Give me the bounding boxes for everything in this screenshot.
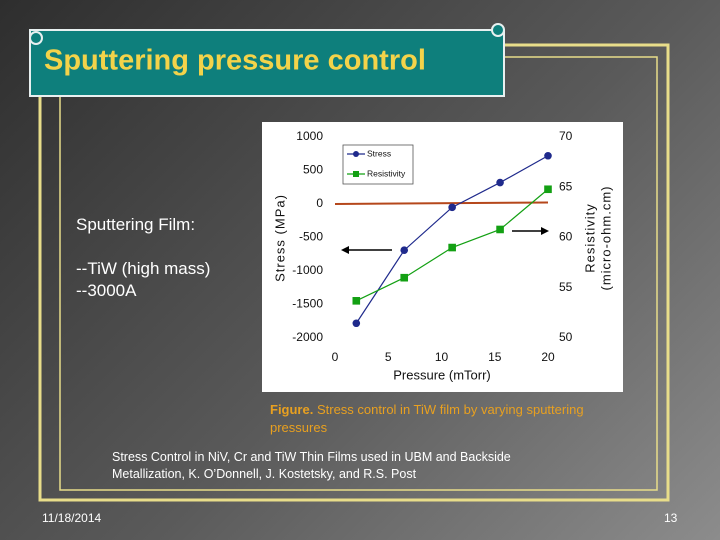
marker [400,246,409,255]
body-line: Sputtering Film: [76,215,196,234]
marker [448,203,456,212]
scroll-curl [491,23,505,37]
y-tick-label: 1000 [296,129,323,143]
y2-axis-title: (micro-ohm.cm) [598,186,613,291]
marker [496,225,504,234]
reference: Stress Control in NiV, Cr and TiW Thin F… [112,450,511,481]
arrowhead [341,246,349,254]
slide-title: Sputtering pressure control [44,45,426,77]
x-tick-label: 10 [435,350,449,364]
legend-marker [353,171,359,177]
y-tick-label: -1500 [292,297,323,311]
marker [352,319,361,328]
marker [352,297,361,305]
caption-label: Figure. [270,402,314,417]
y2-tick-label: 70 [559,129,573,143]
marker [544,185,552,194]
body-line: --TiW (high mass) [76,259,211,278]
chart: -2000 -1500 -1000 -500 0 500 1000 50 55 60 65 70 0 5 1… [272,129,613,382]
y-axis-title: Stress (MPa) [272,194,287,282]
y-tick-label: -500 [299,230,323,244]
x-tick-label: 15 [488,350,502,364]
chart-background [262,122,623,392]
figure-caption: Figure. Stress control in TiW film by va… [270,401,600,437]
y-tick-label: 500 [303,163,323,177]
y-tick-label: -2000 [292,330,323,344]
x-tick-label: 5 [385,350,392,364]
x-axis-title: Pressure (mTorr) [393,367,491,382]
marker [400,273,409,282]
body-text: Sputtering Film: --TiW (high mass) --300… [76,214,210,302]
marker [544,151,552,160]
body-line: --3000A [76,281,137,300]
page-number: 13 [664,511,678,525]
scroll-curl [29,31,43,45]
y2-tick-label: 60 [559,230,573,244]
marker [496,178,504,187]
legend-label: Stress [367,148,391,158]
footer-date: 11/18/2014 [42,511,102,525]
marker [448,243,456,252]
arrowhead [541,227,549,235]
title-banner [29,29,505,97]
y2-axis-title: Resistivity [582,203,597,273]
x-tick-label: 0 [332,350,339,364]
x-tick-label: 20 [541,350,555,364]
y2-tick-label: 55 [559,280,573,294]
y-tick-label: -1000 [292,263,323,277]
legend-marker [353,151,359,157]
y-tick-label: 0 [316,196,323,210]
caption-text: Stress control in TiW film by varying sp… [270,402,584,435]
legend-label: Resistivity [367,168,406,178]
y2-tick-label: 65 [559,179,573,193]
zero-line [334,201,549,205]
y2-tick-label: 50 [559,330,573,344]
